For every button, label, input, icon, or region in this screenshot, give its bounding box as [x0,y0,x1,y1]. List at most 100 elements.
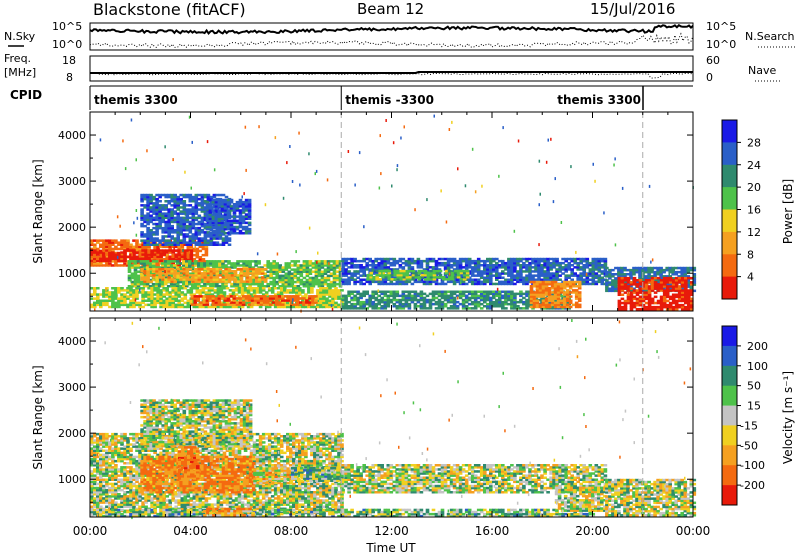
power-cell [212,206,217,209]
power-cell [158,222,162,226]
power-cell [167,200,171,203]
power-cell [149,218,153,222]
power-cell [146,202,150,205]
power-cell [568,295,573,298]
power-cell [205,213,210,216]
power-cell [232,225,237,229]
power-cell [220,209,225,212]
power-cell [99,259,103,263]
power-cell [102,257,106,261]
power-cell [178,285,183,288]
power-cell [287,266,292,269]
power-cell [245,282,249,286]
power-cell [233,262,237,265]
power-cell [251,266,255,269]
power-cell [241,227,246,231]
power-cell [227,237,232,240]
power-cell [158,193,162,197]
power-cell [172,282,177,286]
power-cell [183,255,188,258]
power-cell [247,227,252,231]
power-cell [214,203,219,206]
power-cell [147,249,151,252]
power-cell [206,266,210,269]
power-cell [188,239,193,242]
power-cell [114,260,118,263]
power-cell [299,297,303,300]
power-cell [164,193,168,197]
power-cell [141,257,145,261]
power-cell [217,215,222,218]
power-cell [266,260,270,263]
power-cell [221,274,225,278]
power-cell [215,264,219,267]
power-cell [176,200,180,203]
power-cell [226,200,231,204]
power-cell [226,198,231,202]
power-cell [177,287,181,290]
power-cell [568,299,573,302]
power-cell [164,222,168,226]
power-cell [278,274,282,278]
power-cell [212,282,216,286]
power-cell [302,285,307,288]
power-cell [191,272,195,275]
power-cell [198,260,203,263]
power-cell [247,213,252,216]
power-cell [224,278,228,282]
power-cell [167,243,171,246]
power-cell [290,285,295,288]
power-cell [217,209,222,212]
power-cell [162,245,166,249]
power-cell [164,206,168,209]
power-cell [284,266,289,269]
power-cell [175,266,180,269]
power-cell [209,243,214,246]
power-cell [161,216,165,220]
power-cell [146,212,150,215]
power-cell [220,203,225,206]
power-cell [401,290,406,293]
power-cell [232,203,237,206]
power-cell [117,297,121,300]
power-cell [159,259,163,263]
power-cell [194,197,199,201]
power-cell [203,233,208,236]
power-cell [232,213,237,216]
power-cell [224,282,228,286]
power-cell [281,278,286,282]
power-cell [167,218,171,222]
power-cell [212,262,216,265]
power-cell [149,220,153,224]
power-cell [158,267,162,271]
power-cell [155,210,159,213]
power-cell [582,278,586,281]
power-cell [223,217,228,220]
power-cell [194,260,198,263]
power-cell [269,272,273,275]
power-cell [293,285,298,288]
power-cell [188,266,192,269]
power-cell [214,209,219,212]
power-cell [127,268,132,271]
power-cell [224,285,228,288]
power-cell [203,193,208,197]
power-cell [223,213,228,216]
power-cell [205,219,210,223]
power-cell [178,262,183,265]
power-cell [214,207,219,210]
power-cell [241,211,246,214]
power-cell [203,237,208,240]
power-cell [238,203,243,206]
power-cell [192,258,197,261]
power-cell [133,260,138,263]
date-title: 15/Jul/2016 [590,0,676,18]
power-cell [96,262,100,265]
power-cell [244,209,249,212]
power-cell [244,205,249,208]
power-cell [200,220,205,224]
power-cell [217,198,222,202]
power-cell [163,262,168,265]
power-cell [461,298,466,302]
power-cell [200,229,205,232]
